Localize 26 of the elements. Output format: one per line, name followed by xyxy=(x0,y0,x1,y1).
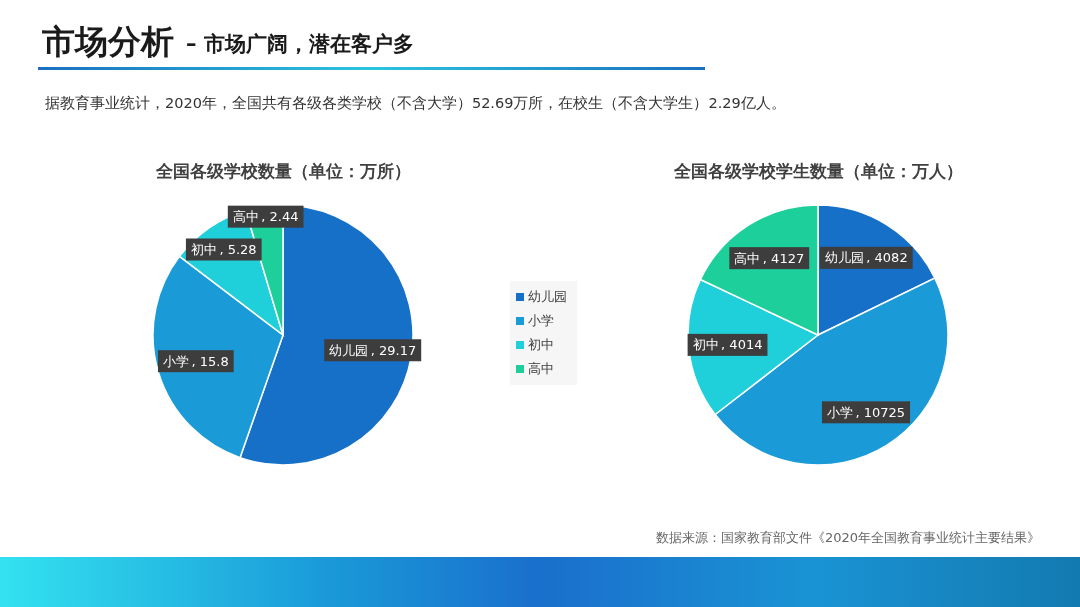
text: 市场分析 xyxy=(42,21,174,63)
slice-label: 幼儿园 xyxy=(329,342,369,358)
chart-title: 全国各级学校学生数量（单位：万人） xyxy=(672,160,964,183)
data-label: , 10725 xyxy=(855,404,906,420)
data-label: , 4127 xyxy=(762,250,805,266)
chart-title: 全国各级学校数量（单位：万所） xyxy=(154,160,412,183)
slice-label: 初中 xyxy=(190,242,217,258)
data-label: , 2.44 xyxy=(261,209,299,225)
data-label: , 29.17 xyxy=(370,342,417,358)
source-note: 数据来源：国家教育部文件《2020年全国教育事业统计主要结果》 xyxy=(655,529,1040,547)
text: – 市场广阔，潜在客户多 xyxy=(186,31,414,58)
slice-label: 初中 xyxy=(692,337,719,353)
slice-label: 小学 xyxy=(826,404,853,420)
text: 据教育事业统计，2020年，全国共有各级各类学校（不含大学）52.69万所，在校生（不含大学生）2.29亿人。 xyxy=(45,94,786,113)
data-label: , 4014 xyxy=(721,337,763,353)
data-label: , 5.28 xyxy=(219,242,257,258)
data-label: , 4082 xyxy=(866,250,908,266)
slice-label: 高中 xyxy=(232,209,259,225)
legend-label: 幼儿园 xyxy=(528,288,567,306)
data-label: , 15.8 xyxy=(191,353,229,369)
legend-label: 初中 xyxy=(528,336,554,354)
legend-label: 小学 xyxy=(528,312,554,330)
slice-label: 小学 xyxy=(162,353,189,369)
slice-label: 幼儿园 xyxy=(824,250,864,266)
slice-label: 高中 xyxy=(734,250,761,266)
legend-label: 高中 xyxy=(528,360,554,378)
